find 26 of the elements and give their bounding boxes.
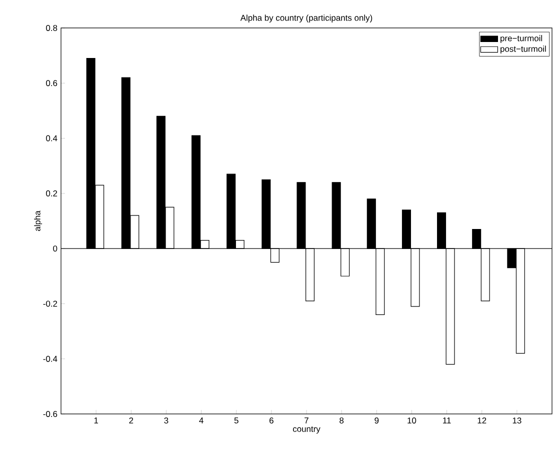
x-axis-title: country xyxy=(292,426,320,434)
y-tick-label: 0.4 xyxy=(46,135,58,142)
legend-label: post−turmoil xyxy=(500,46,546,54)
x-tick-label: 8 xyxy=(340,418,344,424)
x-tick-label: 12 xyxy=(478,418,486,424)
y-tick-label: 0.2 xyxy=(46,190,58,196)
x-tick-label: 2 xyxy=(129,418,134,424)
x-tick-label: 11 xyxy=(443,418,451,424)
x-tick-label: 3 xyxy=(164,418,168,424)
y-tick-label: 0.8 xyxy=(46,24,58,31)
y-axis-title: alpha xyxy=(34,210,42,231)
x-tick-label: 13 xyxy=(512,418,522,424)
chart-title: Alpha by country (participants only) xyxy=(240,14,372,22)
y-tick-label: -0.2 xyxy=(43,300,58,307)
x-tick-label: 9 xyxy=(374,418,379,424)
x-tick-label: 10 xyxy=(408,418,416,424)
legend-label: pre−turmoil xyxy=(500,35,542,43)
y-tick-label: 0 xyxy=(53,246,58,252)
x-tick-label: 1 xyxy=(94,418,98,424)
y-tick-label: 0.6 xyxy=(46,80,58,86)
x-tick-label: 7 xyxy=(304,418,308,424)
x-tick-label: 4 xyxy=(199,418,204,424)
y-tick-label: -0.6 xyxy=(43,410,58,417)
x-tick-label: 5 xyxy=(234,418,238,424)
x-tick-label: 6 xyxy=(270,418,274,424)
y-tick-label: -0.4 xyxy=(43,356,58,362)
